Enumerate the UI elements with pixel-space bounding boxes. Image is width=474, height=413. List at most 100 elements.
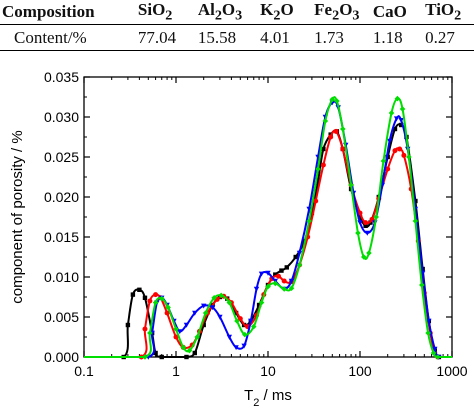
data-point xyxy=(218,292,225,299)
header-tio2: TiO2 xyxy=(425,0,474,26)
series-0 xyxy=(84,122,452,360)
data-point xyxy=(194,334,201,340)
data-point xyxy=(142,295,148,300)
table-row: Content/% 77.04 15.58 4.01 1.73 1.18 0.2… xyxy=(0,24,474,52)
data-point xyxy=(296,262,303,268)
data-point xyxy=(159,354,164,360)
cell-sio2: 77.04 xyxy=(137,24,198,52)
data-point xyxy=(334,98,340,104)
data-point xyxy=(258,299,265,306)
data-point xyxy=(328,134,334,140)
data-point xyxy=(137,287,142,292)
data-point xyxy=(293,254,298,260)
data-point xyxy=(426,318,432,324)
cell-fe2o3: 1.73 xyxy=(314,24,373,52)
data-point xyxy=(279,268,284,273)
t2-distribution-chart: 0.000 0.005 0.010 0.015 0.020 0.025 0.030 0.035… xyxy=(9,69,468,409)
data-point xyxy=(333,128,339,134)
x-tick-label: 0.1 xyxy=(74,363,94,379)
y-tick-label: 0.000 xyxy=(44,349,79,365)
x-axis-label-sub: 2 xyxy=(253,397,259,409)
data-point xyxy=(226,299,233,306)
x-axis-label: T2 / ms xyxy=(244,387,292,409)
data-point xyxy=(281,278,287,284)
data-point xyxy=(258,271,265,277)
row-label: Content/% xyxy=(0,24,138,52)
data-point xyxy=(234,318,240,324)
data-point xyxy=(357,214,363,220)
data-point xyxy=(406,154,412,160)
data-point xyxy=(183,322,190,328)
x-tick-label: 10 xyxy=(260,363,276,379)
data-point xyxy=(306,206,312,212)
data-point xyxy=(184,354,189,360)
data-point xyxy=(309,210,315,216)
y-axis-label: component of porosity / % xyxy=(9,130,26,303)
data-point xyxy=(153,350,158,356)
series-2 xyxy=(84,100,452,360)
data-point xyxy=(164,310,170,316)
data-point xyxy=(434,354,441,360)
data-point xyxy=(233,345,239,351)
data-point xyxy=(386,138,393,144)
data-point xyxy=(147,330,153,336)
data-point xyxy=(288,285,295,291)
data-point xyxy=(152,299,159,306)
data-point xyxy=(226,334,233,340)
data-point xyxy=(320,162,326,168)
data-point xyxy=(201,322,206,328)
data-point xyxy=(392,126,398,132)
series-3 xyxy=(84,95,452,360)
data-point xyxy=(165,304,171,311)
y-tick-label: 0.030 xyxy=(44,109,79,125)
data-point xyxy=(432,346,438,352)
data-point xyxy=(322,118,329,124)
data-point xyxy=(315,166,321,172)
data-point xyxy=(275,273,281,279)
data-point xyxy=(363,220,369,226)
data-point xyxy=(430,350,437,356)
data-point xyxy=(237,316,243,322)
data-point xyxy=(355,230,361,236)
table-header-row: Composition SiO2 Al2O3 K2O Fe2O3 CaO TiO… xyxy=(0,0,474,26)
x-tick-label: 1000 xyxy=(436,363,467,379)
y-tick-label: 0.015 xyxy=(44,229,79,245)
data-point xyxy=(380,158,387,164)
data-point xyxy=(250,323,257,330)
data-point xyxy=(393,116,400,122)
data-point xyxy=(284,265,289,270)
data-point xyxy=(399,106,406,112)
data-point xyxy=(398,118,404,123)
header-composition: Composition xyxy=(0,0,138,26)
data-point xyxy=(340,146,346,152)
data-point xyxy=(248,318,254,324)
data-point xyxy=(253,286,260,292)
x-tick-label: 1 xyxy=(172,363,180,379)
header-al2o3: Al2O3 xyxy=(197,0,261,26)
data-point xyxy=(397,146,403,152)
data-point xyxy=(192,350,197,356)
data-point xyxy=(242,331,248,338)
data-point xyxy=(217,314,223,320)
data-point xyxy=(357,220,363,226)
data-point xyxy=(142,354,148,360)
data-point xyxy=(398,122,404,128)
data-point xyxy=(392,148,398,154)
data-point xyxy=(153,292,159,298)
data-point xyxy=(173,334,179,340)
data-point xyxy=(177,329,183,335)
data-point xyxy=(200,303,207,309)
data-point xyxy=(180,344,187,351)
y-tick-label: 0.035 xyxy=(44,69,79,85)
data-point xyxy=(202,310,209,316)
data-point xyxy=(361,254,367,260)
header-fe2o3: Fe2O3 xyxy=(314,0,373,26)
series-line xyxy=(84,123,452,358)
data-point xyxy=(125,322,131,328)
cell-k2o: 4.01 xyxy=(260,24,315,52)
data-point xyxy=(130,292,136,297)
data-point xyxy=(385,166,391,172)
composition-table: Composition SiO2 Al2O3 K2O Fe2O3 CaO TiO… xyxy=(0,0,474,52)
data-point xyxy=(394,95,401,102)
data-point xyxy=(412,218,419,224)
